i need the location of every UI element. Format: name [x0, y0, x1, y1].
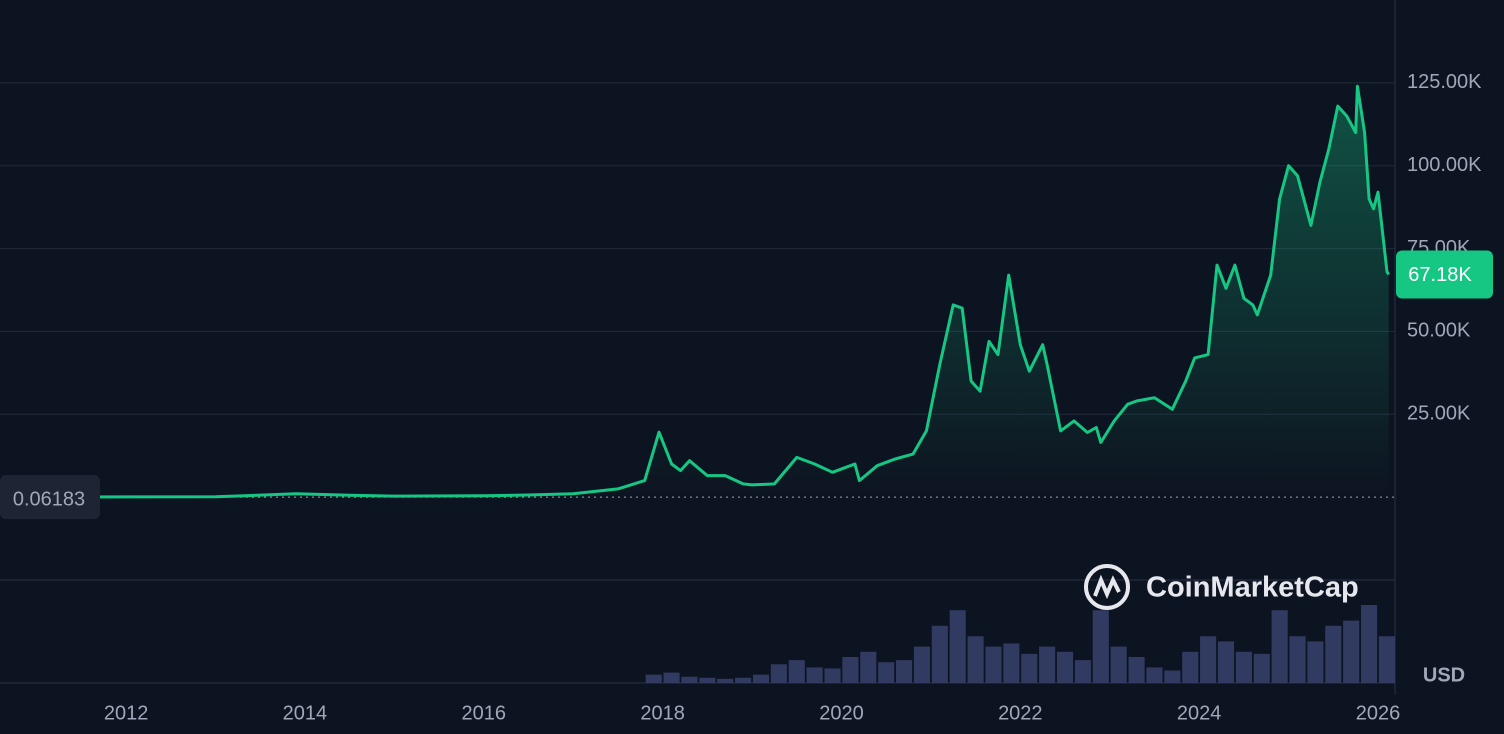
last-price-label: 67.18K: [1408, 264, 1472, 286]
x-tick-label: 2014: [283, 702, 328, 724]
volume-bar: [1092, 610, 1109, 683]
volume-bar: [663, 672, 680, 683]
volume-bar: [878, 662, 895, 683]
volume-bar: [1200, 636, 1217, 683]
x-tick-label: 2020: [819, 702, 864, 724]
volume-bar: [1361, 605, 1378, 683]
start-price-badge: [0, 475, 100, 520]
volume-bar: [1343, 620, 1360, 683]
volume-bar: [860, 651, 877, 683]
last-price-badge: [1396, 250, 1493, 299]
volume-bar: [806, 667, 823, 683]
volume-bar: [985, 646, 1002, 683]
volume-bar: [1074, 660, 1091, 683]
x-tick-label: 2018: [640, 702, 685, 724]
volume-bar: [1289, 636, 1306, 683]
y-tick-label: 100.00K: [1407, 154, 1482, 176]
volume-bar: [770, 664, 787, 683]
y-tick-label: 25.00K: [1407, 403, 1471, 425]
volume-bar: [913, 646, 930, 683]
volume-bar: [842, 657, 859, 683]
logo: CoinMarketCap: [1084, 564, 1359, 610]
volume-bar: [1182, 651, 1199, 683]
x-tick-label: 2016: [462, 702, 507, 724]
volume-bar: [1164, 670, 1181, 683]
volume-bar: [967, 636, 984, 683]
volume-bar: [1253, 653, 1270, 683]
logo-icon: [1084, 564, 1130, 610]
x-tick-label: 2024: [1177, 702, 1222, 724]
volume-bar: [681, 676, 698, 683]
volume-bar: [1325, 625, 1342, 683]
volume-bar: [645, 674, 662, 683]
currency-label: USD: [1423, 664, 1465, 686]
volume-bar: [1235, 651, 1252, 683]
volume-bar: [1146, 667, 1163, 683]
volume-bar: [1271, 610, 1288, 683]
start-price-label: 0.06183: [13, 488, 85, 510]
volume-bar: [1003, 643, 1020, 683]
price-line: [0, 84, 1390, 499]
volume-bar: [1378, 636, 1395, 683]
volume-bar: [1039, 646, 1056, 683]
volume-bar: [1217, 641, 1235, 683]
x-tick-label: 2012: [104, 702, 149, 724]
y-tick-label: 125.00K: [1407, 71, 1482, 93]
x-tick-label: 2026: [1356, 702, 1401, 724]
watermark: CoinMarketCap: [1146, 572, 1359, 604]
volume-bar: [931, 625, 948, 683]
y-tick-label: 50.00K: [1407, 320, 1471, 342]
volume-bar: [1110, 646, 1127, 683]
volume-bar: [1128, 657, 1145, 683]
price-area: [0, 86, 1389, 498]
volume-bar: [717, 678, 734, 683]
volume-bar: [949, 610, 966, 683]
volume-bar: [788, 660, 805, 683]
volume-bar: [699, 677, 716, 683]
volume-bar: [1056, 651, 1074, 683]
volume-bar: [752, 674, 770, 683]
volume-bar: [1307, 641, 1324, 683]
volume-bar: [735, 677, 752, 683]
x-tick-label: 2022: [998, 702, 1043, 724]
volume-bar: [1021, 653, 1038, 683]
volume-bar: [896, 660, 913, 683]
logo-mark: [1093, 574, 1121, 600]
volume-bar: [824, 668, 841, 683]
